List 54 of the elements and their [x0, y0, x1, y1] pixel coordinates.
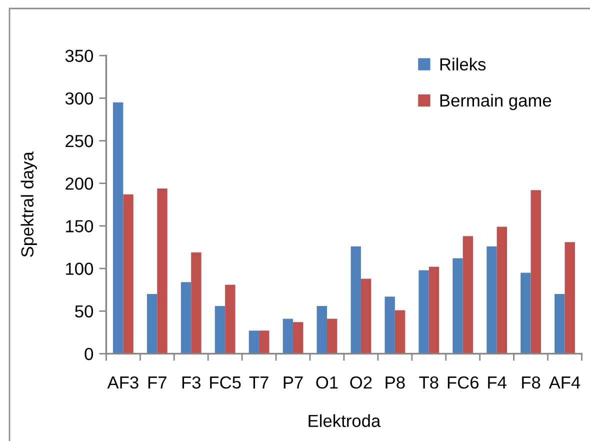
bar	[112, 102, 124, 354]
y-tick-label: 250	[66, 134, 94, 148]
y-tick-label: 300	[65, 92, 94, 105]
bar	[350, 246, 361, 354]
bar	[326, 318, 338, 354]
bar	[452, 258, 463, 354]
bar	[157, 188, 168, 354]
x-tick-label: AF4	[548, 376, 580, 388]
x-tick-label: O2	[350, 376, 372, 389]
x-tick-label: O1	[316, 376, 338, 389]
bar	[530, 190, 541, 354]
bar	[146, 294, 158, 354]
y-tick-label: 0	[84, 348, 94, 360]
y-tick-label: 200	[66, 178, 94, 190]
x-tick-label: F4	[488, 376, 506, 388]
bar	[248, 330, 260, 354]
x-tick-label: F8	[522, 376, 540, 389]
bar	[225, 284, 236, 354]
bar	[191, 252, 202, 354]
bar	[123, 194, 134, 354]
x-tick-label: P8	[386, 376, 405, 389]
bar	[259, 330, 270, 354]
bar	[394, 310, 406, 354]
y-axis-title: Spektral daya	[20, 152, 37, 257]
x-tick-label: T8	[419, 376, 438, 389]
bar	[360, 278, 372, 354]
legend-label: Rileks	[440, 58, 486, 71]
x-tick-label: FC5	[210, 376, 241, 389]
x-tick-label: FC6	[448, 376, 478, 389]
bar	[520, 272, 531, 354]
bar	[180, 282, 192, 354]
bar	[214, 306, 226, 354]
x-axis-title: Elektroda	[308, 414, 381, 428]
x-tick-label: F7	[148, 376, 166, 388]
bar	[282, 318, 294, 354]
y-tick-label: 150	[66, 220, 94, 232]
legend-label: Bermain game	[440, 94, 552, 110]
x-tick-label: AF3	[107, 376, 138, 389]
x-tick-label: P7	[284, 376, 303, 388]
bar	[418, 270, 429, 354]
bar	[428, 266, 440, 354]
bar	[462, 236, 474, 354]
bar	[316, 306, 327, 354]
y-tick-label: 100	[66, 262, 94, 275]
bar	[384, 296, 395, 354]
y-tick-label: 50	[75, 305, 94, 318]
bar	[486, 246, 497, 354]
x-tick-label: T7	[249, 376, 268, 388]
bar	[496, 226, 508, 354]
bar	[554, 294, 565, 354]
bar	[293, 322, 304, 354]
x-tick-label: F3	[182, 376, 200, 389]
y-tick-label: 350	[65, 50, 94, 62]
bar	[564, 242, 575, 354]
